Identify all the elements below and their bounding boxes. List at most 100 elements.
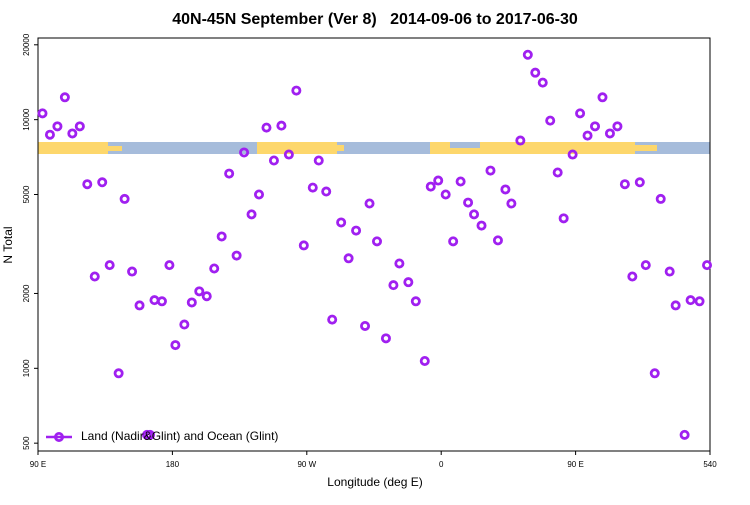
data-point [492, 235, 503, 246]
y-tick-label: 10000 [22, 108, 31, 131]
data-point [360, 320, 371, 331]
data-point [604, 128, 615, 139]
data-point [649, 368, 660, 379]
data-point [246, 209, 257, 220]
legend-marker [54, 431, 65, 442]
data-point [469, 209, 480, 220]
data-point [679, 429, 690, 440]
data-point [119, 193, 130, 204]
data-point [419, 356, 430, 367]
data-point [685, 295, 696, 306]
data-point [327, 314, 338, 325]
data-point [134, 300, 145, 311]
data-point [82, 179, 93, 190]
data-point [597, 92, 608, 103]
data-point [113, 368, 124, 379]
data-point [506, 198, 517, 209]
data-point [425, 181, 436, 192]
data-point [394, 258, 405, 269]
y-tick-label: 2000 [22, 284, 31, 302]
data-point [254, 189, 265, 200]
y-tick-label: 5000 [22, 185, 31, 203]
data-point [567, 149, 578, 160]
data-point [59, 92, 70, 103]
data-point [371, 236, 382, 247]
data-point [74, 121, 85, 132]
data-point [291, 85, 302, 96]
data-point [268, 155, 279, 166]
data-point [410, 296, 421, 307]
data-point [164, 260, 175, 271]
data-point [343, 253, 354, 264]
data-point [186, 297, 197, 308]
data-point [500, 184, 511, 195]
data-point [530, 67, 541, 78]
data-point [216, 231, 227, 242]
x-tick-label: 90 E [567, 460, 583, 469]
data-point [307, 182, 318, 193]
data-point [156, 296, 167, 307]
data-point [582, 130, 593, 141]
y-axis-label: N Total [1, 226, 15, 263]
x-tick-label: 540 [703, 460, 717, 469]
data-point [455, 176, 466, 187]
data-point [634, 177, 645, 188]
data-point [670, 300, 681, 311]
x-tick-label: 90 W [297, 460, 316, 469]
data-point [702, 260, 713, 271]
data-point [209, 263, 220, 274]
data-point [640, 260, 651, 271]
plot-frame [37, 37, 711, 452]
x-tick-label: 90 E [30, 460, 46, 469]
data-point [627, 271, 638, 282]
land-ocean-band [38, 142, 710, 154]
data-point [179, 319, 190, 330]
data-point [37, 108, 48, 119]
x-axis-label: Longitude (deg E) [327, 475, 422, 489]
data-point [380, 333, 391, 344]
data-point [170, 340, 181, 351]
data-point [321, 186, 332, 197]
data-point [448, 236, 459, 247]
x-tick-label: 180 [166, 460, 180, 469]
data-point [619, 179, 630, 190]
data-point [89, 271, 100, 282]
data-point [558, 213, 569, 224]
data-point [476, 220, 487, 231]
data-point [224, 168, 235, 179]
chart-title: 40N-45N September (Ver 8) 2014-09-06 to … [172, 11, 578, 28]
data-point [537, 77, 548, 88]
data-point [97, 177, 108, 188]
data-point [231, 250, 242, 261]
legend-label: Land (Nadir&Glint) and Ocean (Glint) [81, 429, 278, 443]
data-point [201, 291, 212, 302]
y-tick-label: 500 [22, 436, 31, 450]
data-point [298, 240, 309, 251]
data-point [44, 129, 55, 140]
data-point [144, 429, 155, 440]
data-point [194, 286, 205, 297]
data-point [552, 167, 563, 178]
data-point [149, 295, 160, 306]
data-point [664, 266, 675, 277]
data-point [463, 197, 474, 208]
data-point [545, 115, 556, 126]
data-point [364, 198, 375, 209]
data-point [440, 189, 451, 200]
data-point [388, 280, 399, 291]
data-point [515, 135, 526, 146]
data-point [351, 225, 362, 236]
data-point [403, 277, 414, 288]
x-tick-label: 0 [439, 460, 444, 469]
data-point [67, 128, 78, 139]
data-point [522, 49, 533, 60]
data-point [104, 260, 115, 271]
data-point [655, 193, 666, 204]
data-point [590, 121, 601, 132]
y-tick-label: 1000 [22, 359, 31, 377]
data-point [261, 122, 272, 133]
y-tick-label: 20000 [22, 33, 31, 56]
data-point [239, 147, 250, 158]
data-point [127, 266, 138, 277]
